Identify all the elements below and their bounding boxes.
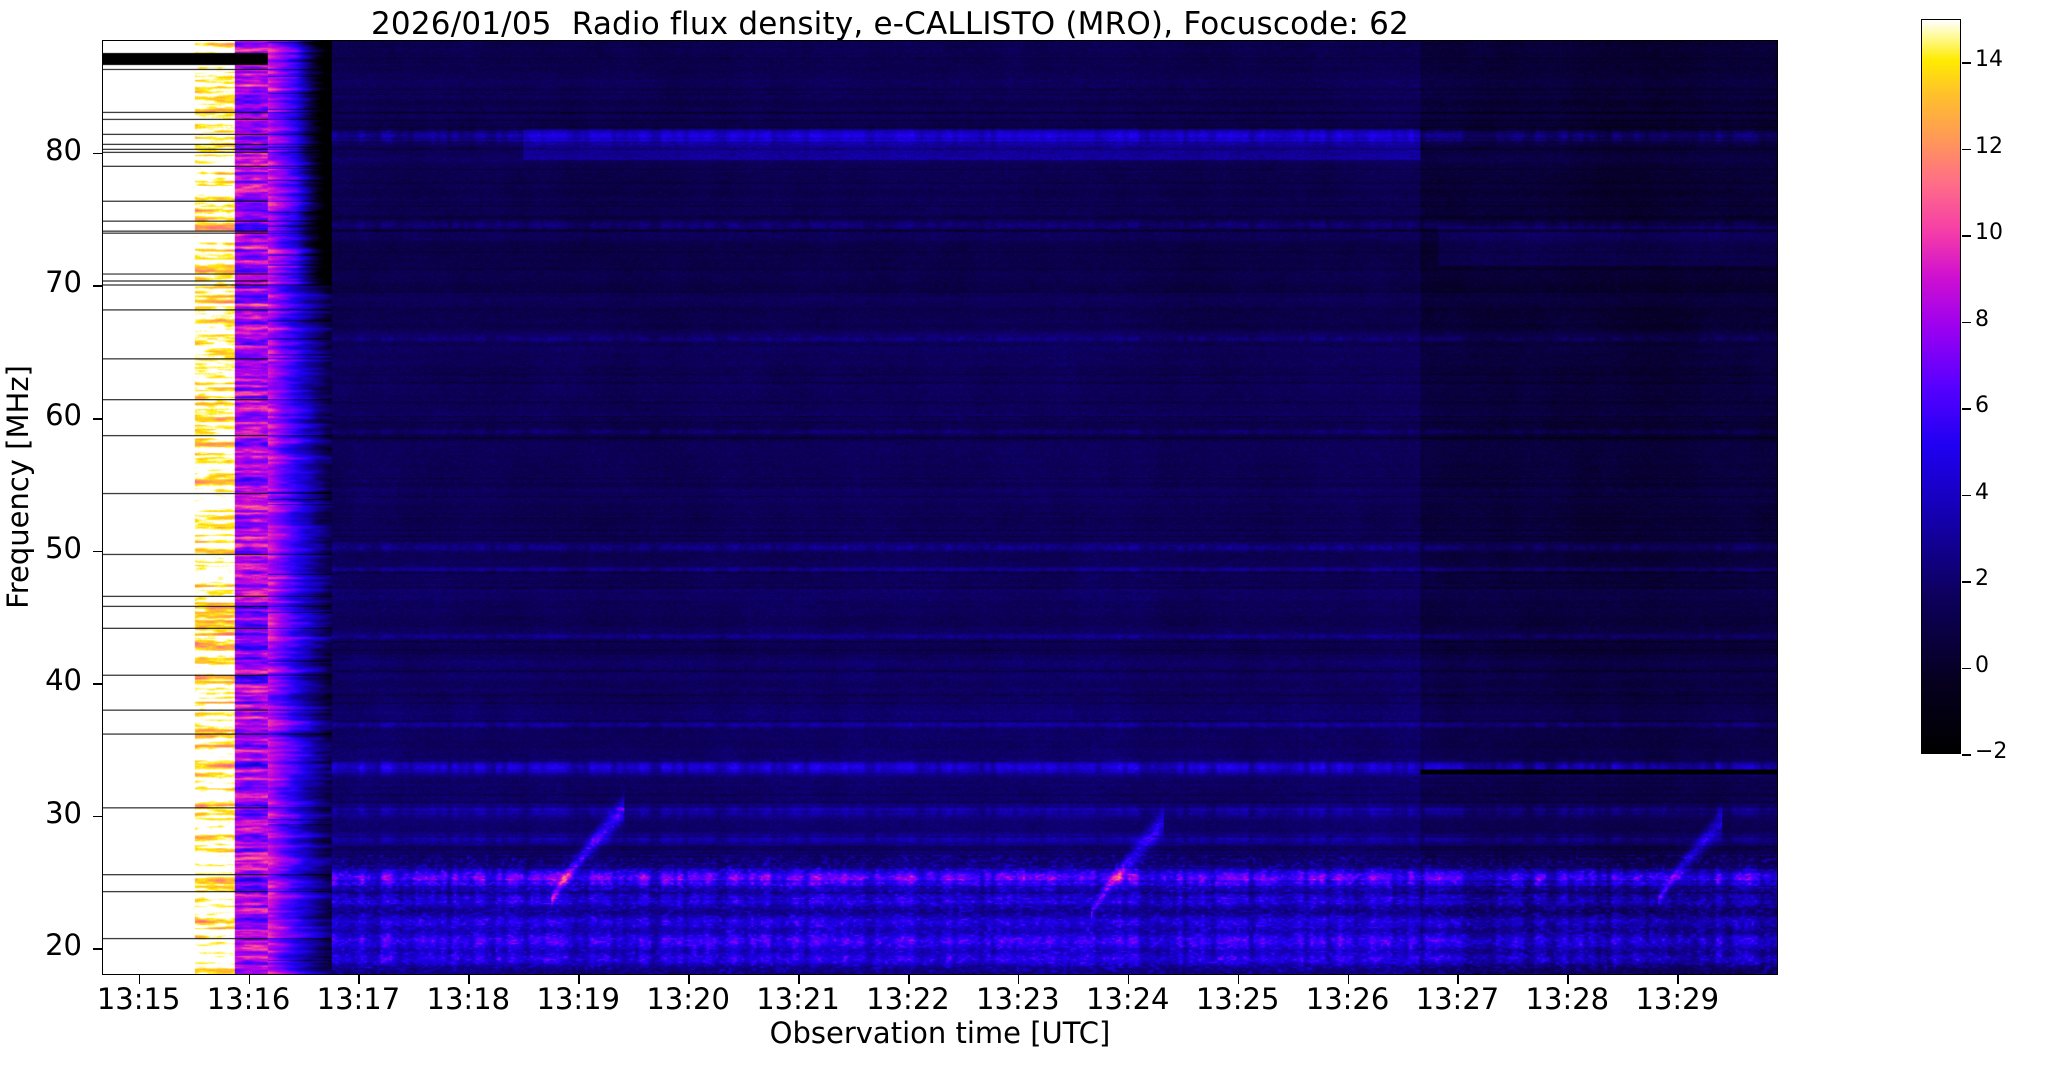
y-tick-label-60: 60 — [45, 397, 82, 432]
x-tick-mark-13-29 — [1677, 975, 1679, 984]
y-tick-label-70: 70 — [45, 265, 82, 300]
spectrogram-plot-area — [102, 40, 1778, 975]
x-tick-label-13-15: 13:15 — [96, 982, 181, 1016]
x-tick-mark-13-22 — [907, 975, 910, 984]
y-tick-label-80: 80 — [45, 132, 82, 167]
colorbar-tick-mark-12 — [1962, 148, 1971, 151]
colorbar-tick-label-2: 2 — [1975, 566, 1989, 592]
x-tick-mark-13-17 — [358, 975, 361, 984]
spectrogram-canvas — [103, 41, 1777, 974]
x-tick-label-13-22: 13:22 — [866, 982, 950, 1016]
x-tick-label-13-18: 13:18 — [426, 982, 511, 1016]
x-tick-mark-13-23 — [1017, 975, 1020, 984]
x-tick-label-13-26: 13:26 — [1305, 982, 1390, 1016]
x-tick-label-13-24: 13:24 — [1085, 982, 1170, 1016]
x-tick-mark-13-27 — [1457, 975, 1460, 984]
colorbar-tick-mark-2 — [1962, 581, 1971, 583]
colorbar-tick-mark-14 — [1962, 62, 1971, 64]
y-tick-label-40: 40 — [45, 663, 82, 698]
x-tick-label-13-19: 13:19 — [536, 982, 621, 1016]
x-tick-mark-13-20 — [688, 975, 690, 984]
colorbar-tick-label-8: 8 — [1975, 306, 1989, 332]
x-tick-label-13-25: 13:25 — [1195, 982, 1280, 1016]
x-tick-mark-13-26 — [1347, 975, 1350, 984]
y-tick-label-50: 50 — [45, 530, 82, 565]
colorbar-tick-mark--2 — [1962, 754, 1971, 756]
x-tick-label-13-28: 13:28 — [1525, 982, 1610, 1016]
colorbar-tick-mark-6 — [1962, 408, 1971, 410]
y-tick-mark-40 — [93, 683, 102, 685]
colorbar-tick-mark-10 — [1962, 235, 1971, 237]
colorbar-tick-mark-0 — [1962, 667, 1971, 670]
x-tick-label-13-27: 13:27 — [1415, 982, 1500, 1016]
x-tick-label-13-23: 13:23 — [976, 982, 1060, 1016]
colorbar-gradient — [1922, 20, 1960, 753]
x-tick-label-13-21: 13:21 — [756, 982, 840, 1016]
y-tick-mark-80 — [93, 152, 102, 155]
y-tick-mark-50 — [93, 550, 102, 553]
colorbar-tick-mark-4 — [1962, 494, 1971, 497]
colorbar — [1921, 19, 1961, 754]
y-tick-mark-70 — [93, 285, 102, 287]
x-tick-label-13-16: 13:16 — [206, 982, 291, 1016]
x-tick-mark-13-28 — [1567, 975, 1569, 984]
x-tick-mark-13-15 — [138, 975, 141, 984]
colorbar-tick-label-14: 14 — [1975, 47, 2003, 73]
x-tick-mark-13-16 — [248, 975, 251, 984]
y-tick-mark-20 — [93, 948, 102, 951]
chart-title: 2026/01/05 Radio flux density, e-CALLIST… — [371, 6, 1409, 42]
y-tick-label-30: 30 — [45, 795, 82, 830]
colorbar-tick-label--2: −2 — [1975, 739, 2008, 764]
x-tick-label-13-20: 13:20 — [646, 982, 730, 1016]
colorbar-tick-label-10: 10 — [1975, 220, 2003, 246]
y-tick-mark-30 — [93, 815, 102, 818]
x-axis-label: Observation time [UTC] — [769, 1016, 1111, 1050]
x-tick-mark-13-19 — [578, 975, 580, 984]
x-tick-mark-13-24 — [1127, 975, 1130, 984]
x-tick-label-13-29: 13:29 — [1635, 982, 1720, 1016]
x-tick-mark-13-18 — [468, 975, 470, 984]
x-tick-label-13-17: 13:17 — [316, 982, 401, 1016]
colorbar-tick-label-6: 6 — [1975, 393, 1989, 419]
x-tick-mark-13-21 — [798, 975, 800, 984]
colorbar-tick-label-4: 4 — [1975, 479, 1989, 505]
x-tick-mark-13-25 — [1237, 975, 1240, 984]
colorbar-tick-label-0: 0 — [1975, 652, 1989, 678]
colorbar-tick-label-12: 12 — [1975, 133, 2003, 159]
y-tick-mark-60 — [93, 417, 102, 420]
y-tick-label-20: 20 — [45, 928, 82, 963]
colorbar-tick-mark-8 — [1962, 321, 1971, 324]
